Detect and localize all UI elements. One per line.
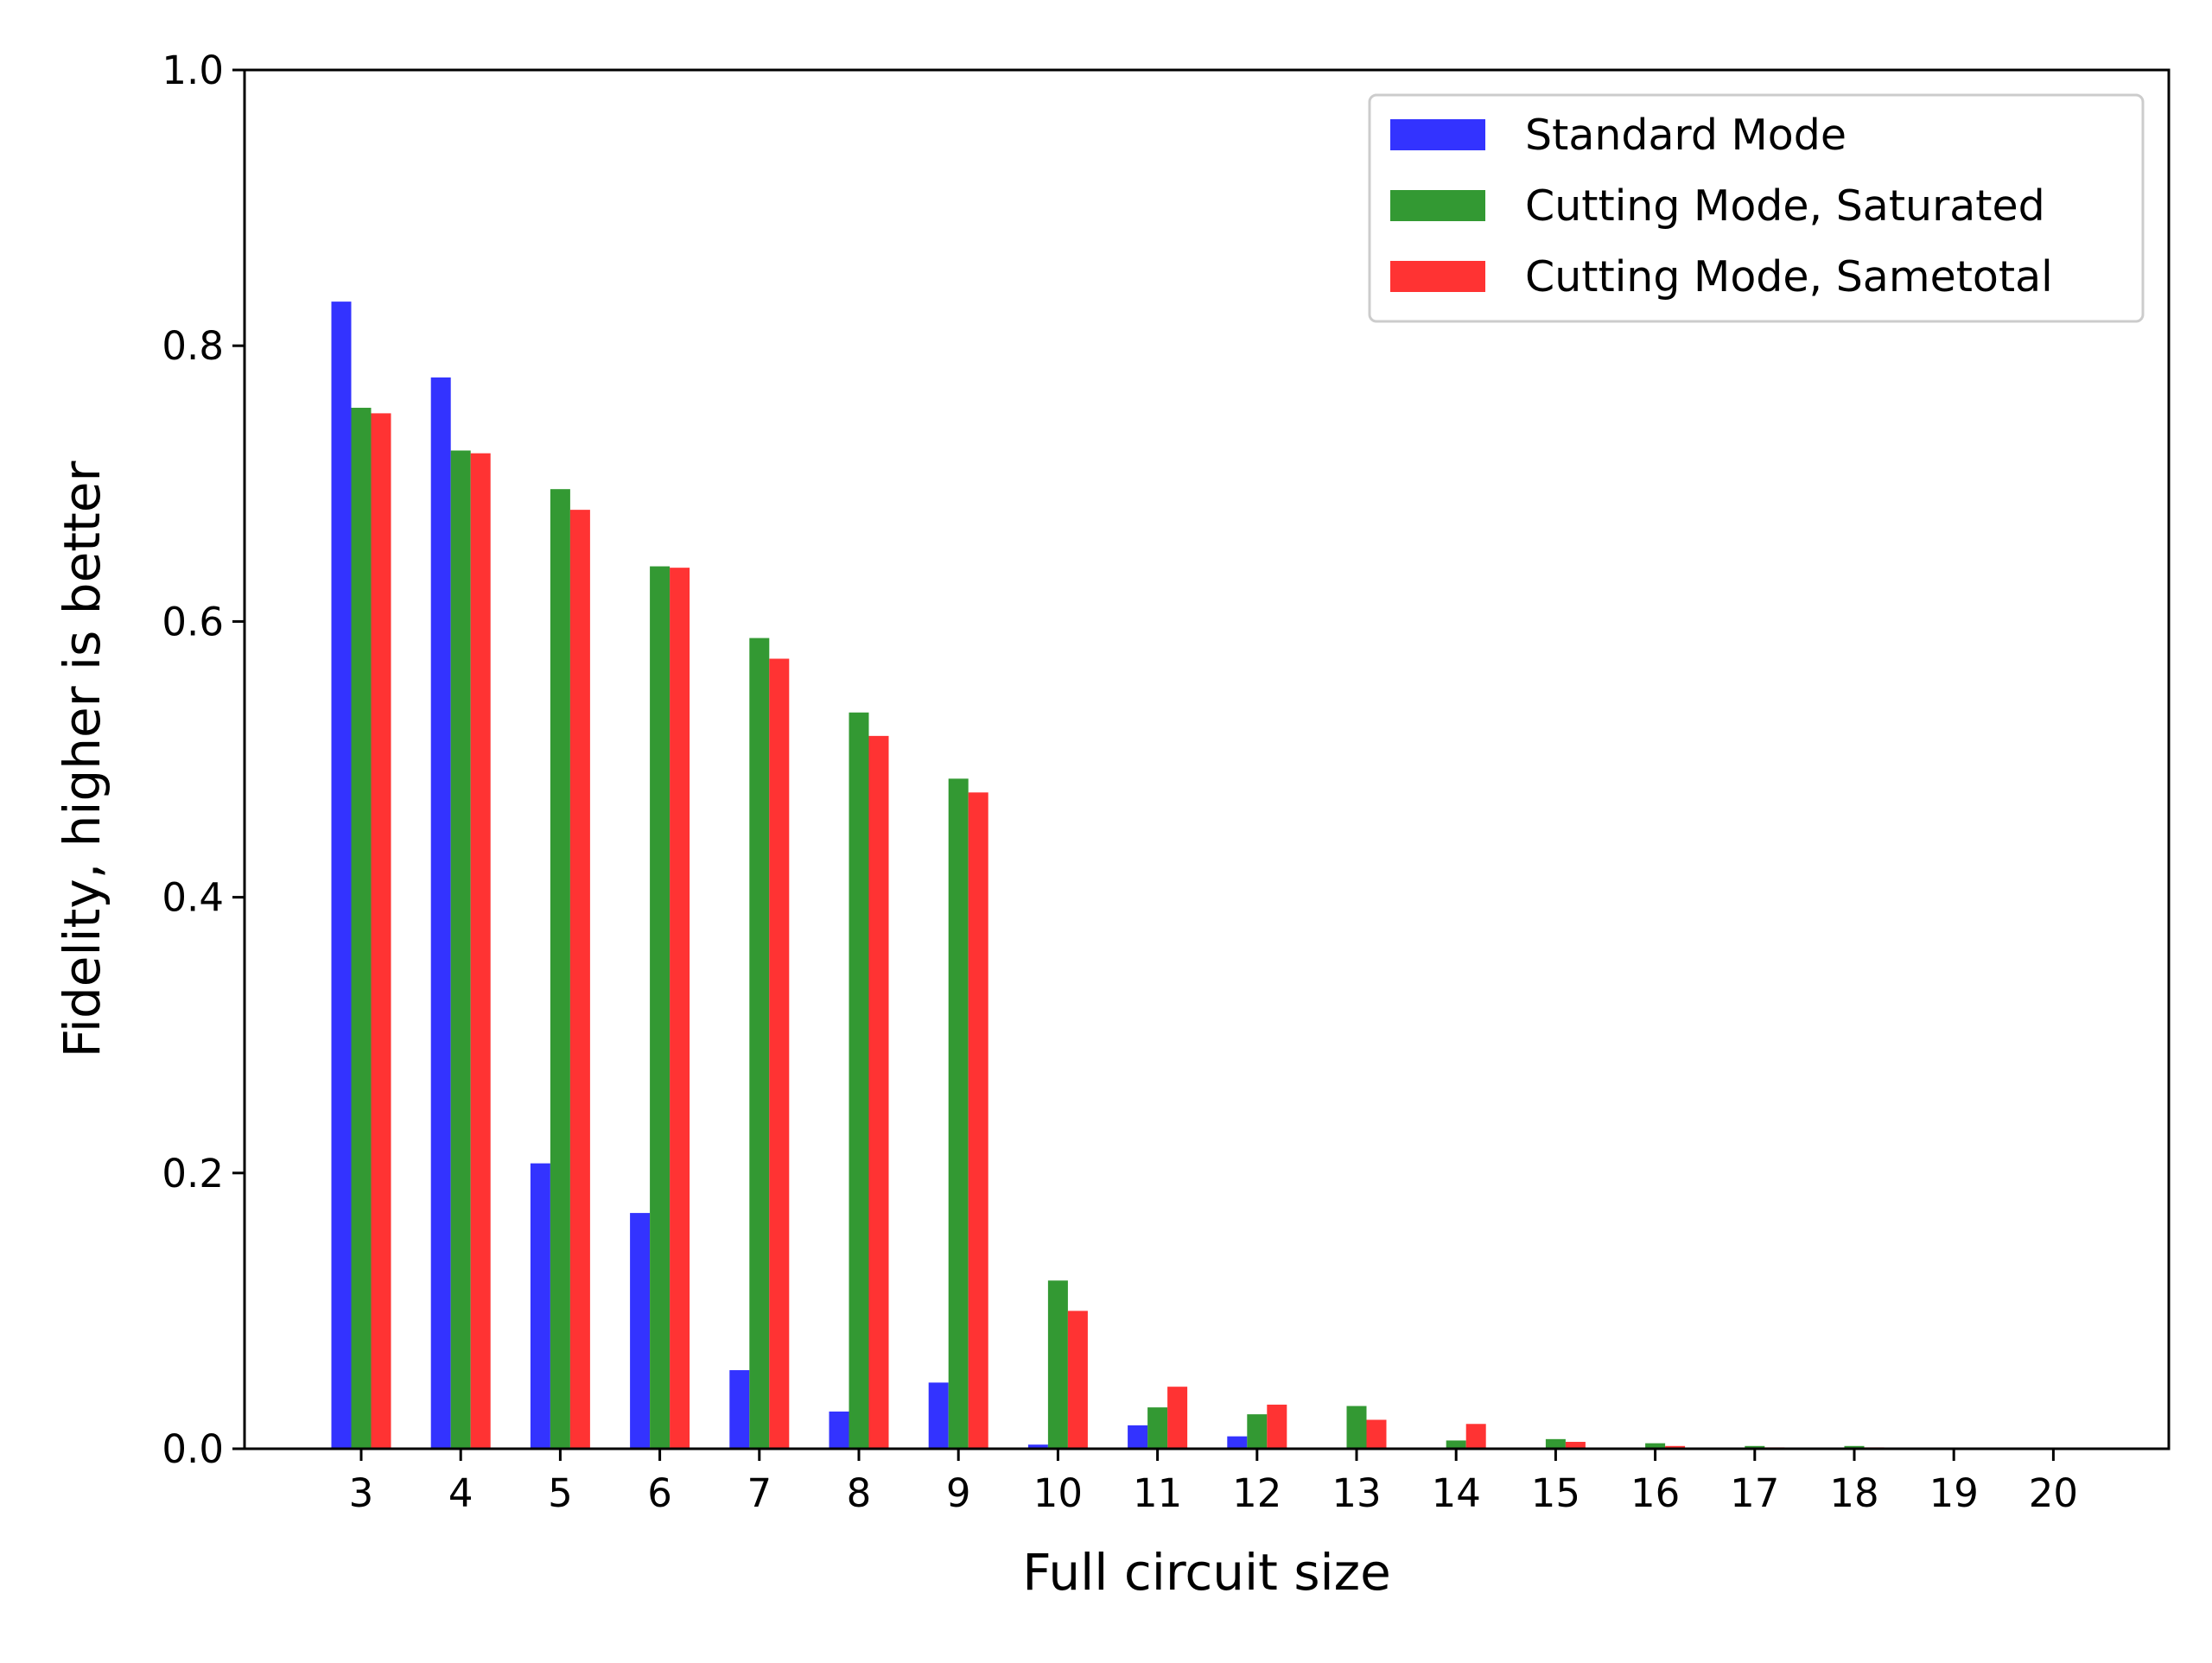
bar-3-15 bbox=[1565, 1442, 1586, 1449]
y-axis: 0.0 0.2 0.4 0.6 0.8 1.0 bbox=[162, 48, 245, 1472]
bar-3-11 bbox=[1167, 1387, 1188, 1449]
x-tick-label: 11 bbox=[1133, 1470, 1182, 1516]
bar-1-5 bbox=[530, 1163, 550, 1449]
bar-3-4 bbox=[470, 453, 491, 1449]
x-tick-label: 9 bbox=[946, 1470, 971, 1516]
bar-3-6 bbox=[670, 568, 690, 1449]
bar-3-10 bbox=[1067, 1311, 1088, 1449]
x-tick-label: 8 bbox=[847, 1470, 872, 1516]
bar-3-7 bbox=[769, 658, 790, 1449]
legend-swatch bbox=[1390, 261, 1485, 292]
bars-layer bbox=[331, 301, 1885, 1450]
bar-3-16 bbox=[1665, 1445, 1686, 1449]
y-tick-label: 1.0 bbox=[162, 48, 224, 93]
bar-1-6 bbox=[630, 1213, 651, 1449]
x-tick-label: 6 bbox=[647, 1470, 672, 1516]
legend-swatch bbox=[1390, 190, 1485, 221]
y-tick-label: 0.8 bbox=[162, 323, 224, 369]
legend-label: Cutting Mode, Saturated bbox=[1525, 181, 2045, 231]
bar-2-3 bbox=[351, 408, 372, 1449]
bar-3-8 bbox=[868, 735, 889, 1449]
legend-swatch bbox=[1390, 119, 1485, 150]
bar-2-11 bbox=[1147, 1407, 1168, 1449]
bar-3-14 bbox=[1465, 1424, 1486, 1449]
x-tick-label: 3 bbox=[349, 1470, 374, 1516]
x-tick-label: 7 bbox=[747, 1470, 772, 1516]
legend-label: Standard Mode bbox=[1525, 111, 1847, 160]
x-tick-label: 20 bbox=[2029, 1470, 2078, 1516]
bar-1-8 bbox=[829, 1411, 849, 1449]
bar-2-4 bbox=[450, 450, 471, 1449]
x-tick-label: 17 bbox=[1730, 1470, 1779, 1516]
bar-1-4 bbox=[430, 377, 451, 1450]
bar-3-3 bbox=[371, 413, 391, 1449]
bar-1-11 bbox=[1128, 1425, 1148, 1449]
x-tick-label: 5 bbox=[548, 1470, 573, 1516]
bar-2-13 bbox=[1346, 1406, 1367, 1449]
bar-2-7 bbox=[749, 638, 770, 1449]
bar-1-12 bbox=[1227, 1436, 1248, 1449]
y-tick-label: 0.2 bbox=[162, 1151, 224, 1196]
x-tick-label: 16 bbox=[1630, 1470, 1680, 1516]
y-tick-label: 0.6 bbox=[162, 599, 224, 644]
bar-2-12 bbox=[1247, 1414, 1268, 1449]
legend-box bbox=[1368, 93, 2145, 323]
bar-2-16 bbox=[1645, 1443, 1666, 1449]
x-tick-label: 4 bbox=[448, 1470, 474, 1516]
legend-label: Cutting Mode, Sametotal bbox=[1525, 252, 2053, 301]
bar-1-7 bbox=[729, 1370, 750, 1449]
bar-2-15 bbox=[1545, 1438, 1566, 1449]
bar-3-5 bbox=[569, 510, 590, 1449]
bar-2-8 bbox=[849, 712, 869, 1449]
bar-1-10 bbox=[1027, 1444, 1048, 1449]
x-tick-label: 18 bbox=[1829, 1470, 1878, 1516]
bar-1-9 bbox=[928, 1382, 949, 1449]
x-tick-label: 19 bbox=[1929, 1470, 1979, 1516]
y-tick-label: 0.0 bbox=[162, 1426, 224, 1472]
bar-2-17 bbox=[1745, 1445, 1765, 1449]
plot-frame bbox=[243, 68, 2171, 1450]
x-tick-label: 12 bbox=[1232, 1470, 1281, 1516]
bar-2-9 bbox=[948, 778, 969, 1449]
bar-3-13 bbox=[1366, 1419, 1387, 1449]
bar-1-3 bbox=[331, 301, 352, 1450]
bar-3-12 bbox=[1267, 1404, 1287, 1449]
bar-2-10 bbox=[1047, 1280, 1068, 1449]
y-tick-label: 0.4 bbox=[162, 875, 224, 921]
x-tick-label: 15 bbox=[1531, 1470, 1580, 1516]
bar-2-14 bbox=[1446, 1440, 1466, 1449]
y-axis-title: Fidelity, higher is better bbox=[53, 461, 111, 1058]
x-tick-label: 13 bbox=[1332, 1470, 1381, 1516]
x-tick-label: 14 bbox=[1432, 1470, 1481, 1516]
bar-2-6 bbox=[650, 566, 671, 1449]
x-tick-label: 10 bbox=[1033, 1470, 1083, 1516]
bar-2-18 bbox=[1844, 1445, 1865, 1449]
x-axis-title: Full circuit size bbox=[1022, 1543, 1391, 1602]
x-axis: 3 4 5 6 7 8 9 10 11 12 13 14 15 16 17 18 19 20 bbox=[349, 1449, 2078, 1516]
bar-2-5 bbox=[550, 489, 570, 1449]
legend: Standard Mode Cutting Mode, Saturated Cutt… bbox=[1368, 93, 2145, 323]
bar-3-9 bbox=[968, 792, 988, 1449]
